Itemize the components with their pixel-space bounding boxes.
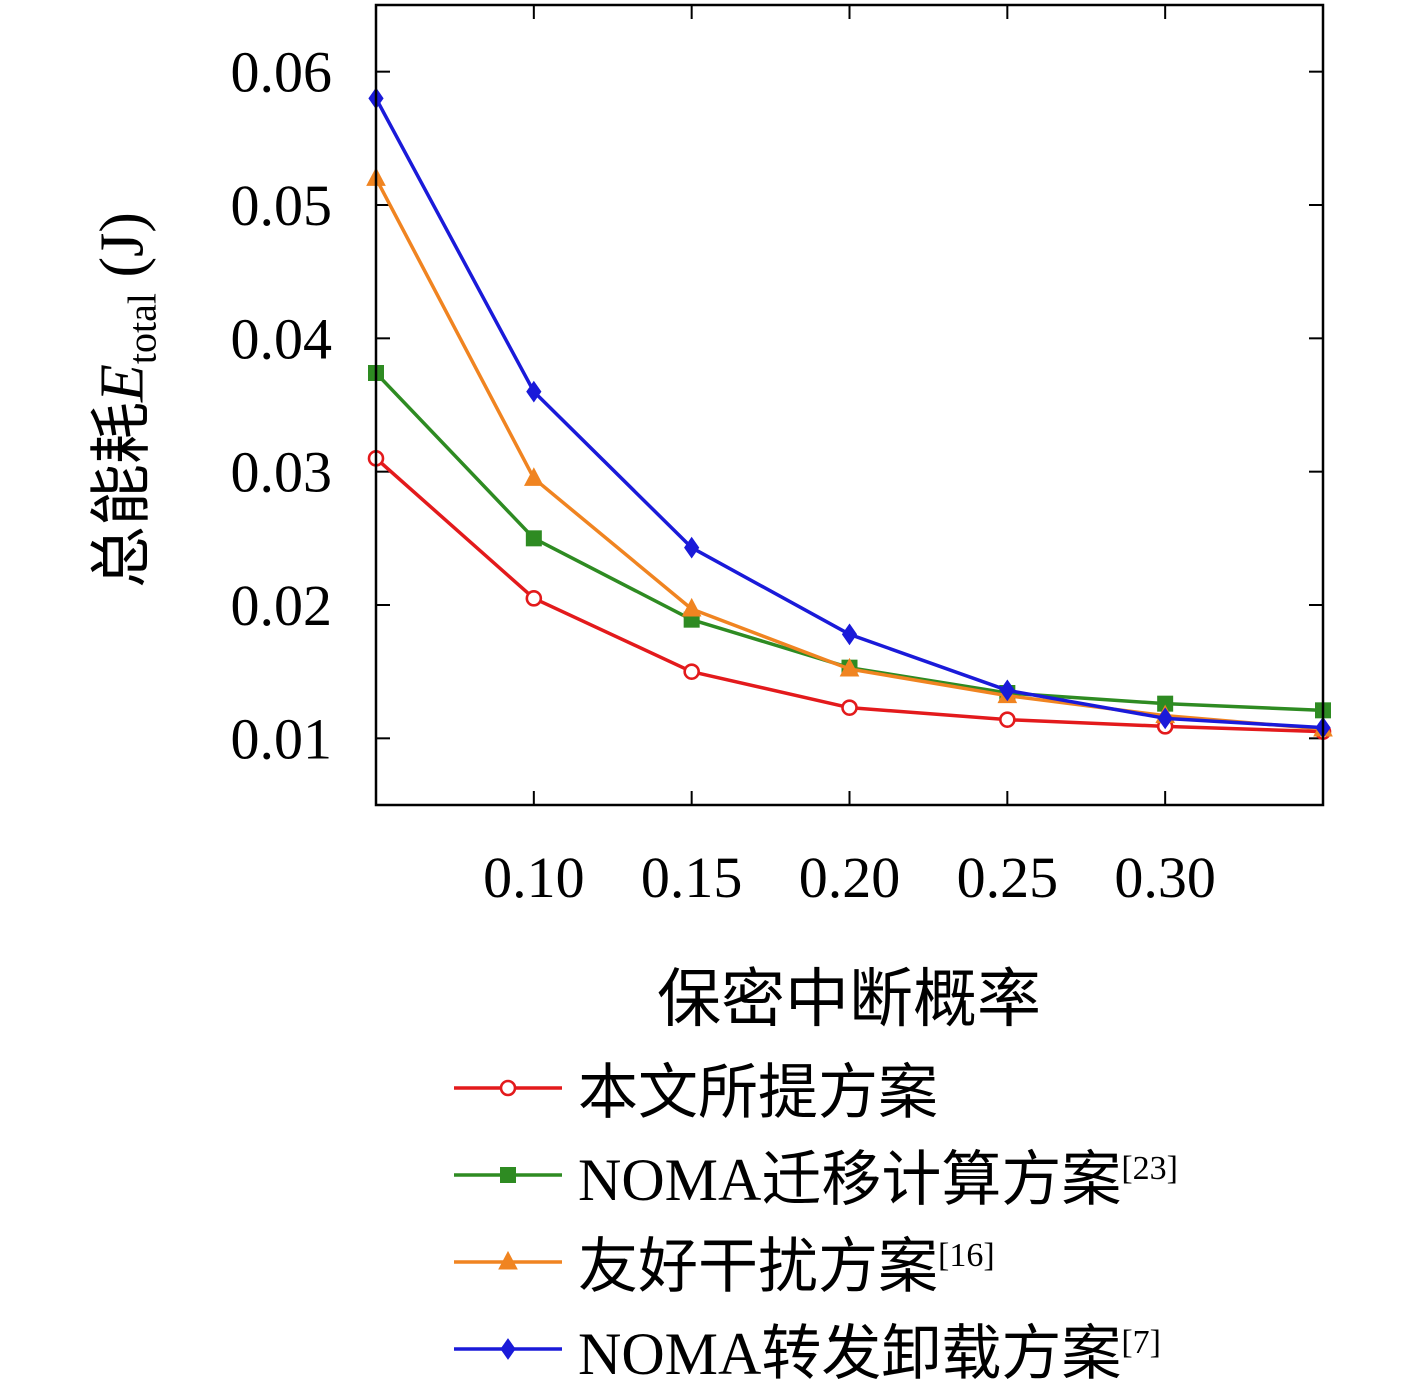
marker-diamond-icon [500, 1337, 516, 1360]
legend-circle-open-icon [454, 1079, 562, 1096]
marker-diamond-icon [841, 623, 858, 646]
legend-label: NOMA迁移计算方案[23] [578, 1147, 1178, 1213]
legend-triangle-icon [454, 1250, 562, 1269]
marker-triangle-icon [681, 597, 702, 617]
y-tick-label: 0.02 [231, 573, 333, 638]
legend-square-icon [454, 1166, 562, 1183]
y-tick-label: 0.04 [231, 306, 333, 371]
y-tick-label: 0.01 [231, 706, 333, 771]
y-tick-label: 0.03 [231, 440, 333, 505]
x-tick-label: 0.30 [1114, 845, 1216, 910]
legend-label-reference: [16] [938, 1237, 995, 1274]
legend-label-reference: [23] [1121, 1150, 1178, 1187]
legend: 本文所提方案 NOMA迁移计算方案[23] 友好干扰方案[16] NOMA转发卸载方案… [452, 1044, 1178, 1392]
marker-square-icon [500, 1166, 516, 1183]
legend-diamond-icon [454, 1337, 562, 1360]
marker-circle-icon [683, 663, 700, 680]
x-tick-label: 0.15 [641, 845, 743, 910]
legend-label: 友好干扰方案[16] [578, 1234, 995, 1300]
series-line [374, 177, 1324, 731]
marker-triangle-icon [524, 467, 544, 486]
legend-label: 本文所提方案 [578, 1060, 938, 1126]
x-tick-label: 0.25 [957, 845, 1059, 910]
marker-diamond-icon [999, 679, 1015, 702]
marker-diamond-icon [526, 380, 542, 403]
y-tick-label: 0.06 [231, 40, 333, 105]
marker-circle-icon [841, 699, 858, 716]
marker-diamond-icon [684, 536, 700, 559]
series-line [374, 457, 1324, 734]
marker-square-icon [525, 530, 542, 547]
marker-triangle-icon [498, 1250, 518, 1269]
marker-circle-icon [999, 711, 1016, 728]
marker-diamond-icon [1157, 707, 1173, 730]
x-tick-label: 0.10 [483, 845, 585, 910]
legend-item: 本文所提方案 [452, 1044, 1178, 1131]
plot-border [374, 3, 1325, 807]
y-tick-label: 0.05 [231, 173, 333, 238]
legend-item: NOMA迁移计算方案[23] [452, 1131, 1178, 1218]
marker-circle-icon [525, 590, 543, 607]
x-axis-label: 保密中断概率 [657, 964, 1041, 1035]
marker-circle-icon [499, 1079, 517, 1096]
legend-item: NOMA转发卸载方案[7] [452, 1305, 1178, 1392]
y-axis-label: 总能耗Etotal (J) [70, 212, 165, 588]
y-axis-label-unit: (J) [88, 212, 157, 293]
y-axis-label-prefix: 总能耗 [88, 401, 157, 588]
y-axis-label-subscript: total [119, 292, 165, 365]
marker-triangle-icon [839, 657, 860, 677]
legend-label: NOMA转发卸载方案[7] [578, 1321, 1161, 1387]
legend-label-reference: [7] [1121, 1324, 1161, 1361]
x-tick-label: 0.20 [799, 845, 901, 910]
legend-item: 友好干扰方案[16] [452, 1218, 1178, 1305]
y-axis-label-variable: E [88, 364, 157, 402]
chart-plot: 0.10 0.15 0.20 0.25 0.30 0.01 0.02 0.03 0.04 0.05… [231, 3, 1333, 910]
